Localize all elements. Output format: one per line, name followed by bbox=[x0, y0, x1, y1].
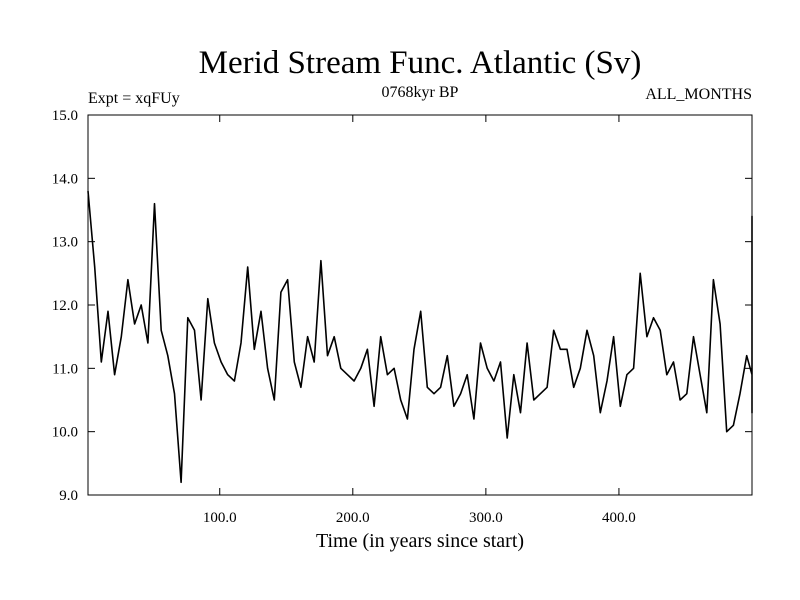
y-tick-label: 12.0 bbox=[52, 298, 78, 314]
months-label: ALL_MONTHS bbox=[645, 86, 752, 103]
x-axis: 100.0 200.0 300.0 400.0 bbox=[203, 115, 636, 526]
experiment-label: Expt = xqFUy bbox=[88, 90, 180, 107]
y-axis: 9.0 10.0 11.0 12.0 13.0 14.0 15.0 bbox=[52, 108, 752, 504]
plot-frame bbox=[87, 114, 753, 496]
chart-title: Merid Stream Func. Atlantic (Sv) bbox=[199, 45, 642, 81]
x-tick-label: 300.0 bbox=[469, 510, 503, 526]
y-tick-label: 15.0 bbox=[52, 108, 78, 124]
series-line bbox=[87, 190, 753, 484]
y-tick-label: 14.0 bbox=[52, 171, 78, 187]
x-tick-label: 200.0 bbox=[336, 510, 370, 526]
y-tick-label: 10.0 bbox=[52, 425, 78, 441]
x-tick-label: 400.0 bbox=[602, 510, 636, 526]
y-tick-label: 11.0 bbox=[52, 361, 78, 377]
x-axis-label: Time (in years since start) bbox=[316, 530, 524, 552]
y-tick-label: 9.0 bbox=[59, 488, 78, 504]
chart-subtitle: 0768kyr BP bbox=[382, 84, 459, 101]
y-tick-label: 13.0 bbox=[52, 235, 78, 251]
x-tick-label: 100.0 bbox=[203, 510, 237, 526]
